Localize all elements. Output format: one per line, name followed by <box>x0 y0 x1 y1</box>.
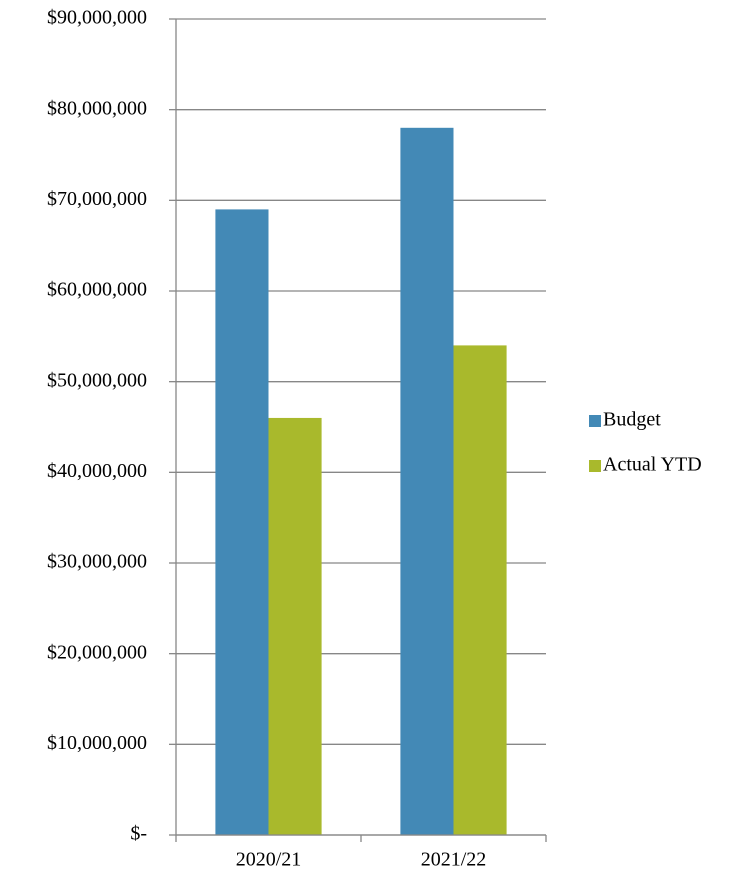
bar <box>215 209 269 835</box>
y-tick-label: $10,000,000 <box>47 732 147 754</box>
bar <box>453 345 507 835</box>
legend-swatch <box>589 460 601 472</box>
y-tick-label: $50,000,000 <box>47 369 147 391</box>
y-tick-label: $90,000,000 <box>47 7 147 29</box>
bar <box>400 127 454 836</box>
x-tick-label: 2021/22 <box>421 849 487 871</box>
x-tick-label: 2020/21 <box>236 849 302 871</box>
y-tick-label: $80,000,000 <box>47 97 147 119</box>
y-tick-label: $30,000,000 <box>47 551 147 573</box>
y-tick-label: $20,000,000 <box>47 641 147 663</box>
bar <box>268 417 322 835</box>
y-tick-label: $- <box>130 823 147 845</box>
legend-label: Actual YTD <box>603 454 702 476</box>
legend-label: Budget <box>603 409 661 431</box>
y-tick-label: $60,000,000 <box>47 279 147 301</box>
legend-swatch <box>589 415 601 427</box>
y-tick-label: $40,000,000 <box>47 460 147 482</box>
y-tick-label: $70,000,000 <box>47 188 147 210</box>
